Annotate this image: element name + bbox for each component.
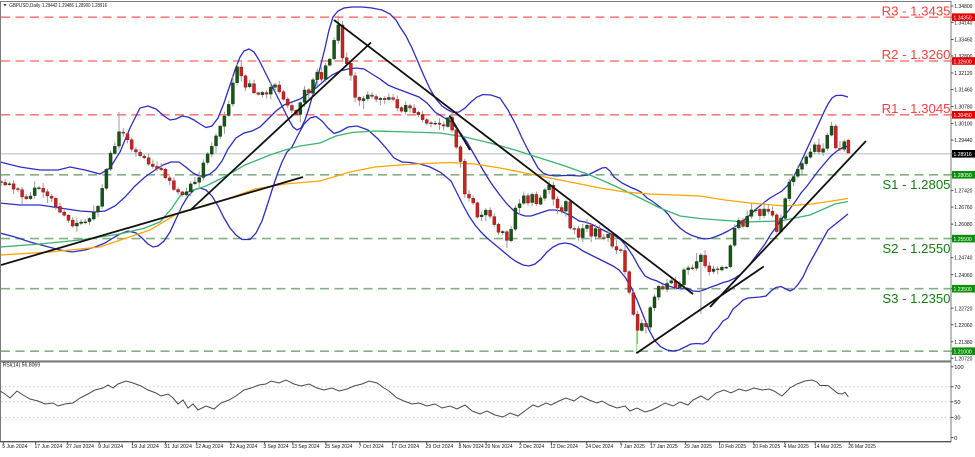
svg-text:1.25500: 1.25500: [954, 237, 972, 243]
svg-text:1.26080: 1.26080: [954, 222, 972, 228]
svg-text:70: 70: [954, 385, 960, 391]
svg-text:1.28050: 1.28050: [954, 173, 972, 179]
svg-text:S1 - 1.2805: S1 - 1.2805: [882, 177, 950, 192]
svg-text:1.22060: 1.22060: [954, 323, 972, 329]
svg-text:1.21380: 1.21380: [954, 340, 972, 346]
svg-text:100: 100: [954, 365, 963, 371]
svg-text:1.30450: 1.30450: [954, 113, 972, 119]
svg-text:29 Jan 2025: 29 Jan 2025: [684, 444, 712, 450]
svg-text:R3 - 1.3435: R3 - 1.3435: [882, 3, 951, 18]
svg-text:20 Nov 2024: 20 Nov 2024: [485, 444, 513, 450]
svg-text:3 Sep 2024: 3 Sep 2024: [263, 444, 288, 450]
svg-text:12 Aug 2024: 12 Aug 2024: [196, 444, 224, 450]
svg-text:2 Dec 2024: 2 Dec 2024: [519, 444, 544, 450]
svg-text:5 Jun 2024: 5 Jun 2024: [2, 444, 27, 450]
svg-text:0: 0: [954, 436, 957, 442]
svg-text:1.30100: 1.30100: [954, 122, 972, 128]
svg-text:1.22720: 1.22720: [954, 306, 972, 312]
svg-text:8 Nov 2024: 8 Nov 2024: [459, 444, 484, 450]
svg-text:GBPUSD,Daily: GBPUSD,Daily: [9, 3, 40, 9]
svg-text:4 Mar 2025: 4 Mar 2025: [784, 444, 809, 450]
svg-text:1.32800: 1.32800: [954, 54, 972, 60]
svg-text:19 Jul 2024: 19 Jul 2024: [131, 444, 159, 450]
svg-text:30: 30: [954, 416, 960, 422]
svg-text:RSI(14) 56.8069: RSI(14) 56.8069: [3, 363, 41, 369]
svg-text:14 Mar 2025: 14 Mar 2025: [814, 444, 842, 450]
svg-text:27 Jun 2024: 27 Jun 2024: [66, 444, 94, 450]
svg-text:17 Jan 2025: 17 Jan 2025: [650, 444, 678, 450]
svg-text:9 Jul 2024: 9 Jul 2024: [98, 444, 123, 450]
svg-text:1.29442 1.29486 1.28900 1.2891: 1.29442 1.29486 1.28900 1.28916: [42, 3, 107, 9]
svg-text:13 Sep 2024: 13 Sep 2024: [292, 444, 320, 450]
svg-text:10 Feb 2025: 10 Feb 2025: [718, 444, 746, 450]
svg-text:1.30780: 1.30780: [954, 105, 972, 111]
svg-text:1.31460: 1.31460: [954, 88, 972, 94]
svg-text:1.32120: 1.32120: [954, 71, 972, 77]
svg-text:1.21000: 1.21000: [954, 350, 972, 356]
svg-text:1.29440: 1.29440: [954, 138, 972, 144]
svg-text:1.34800: 1.34800: [954, 4, 972, 10]
svg-text:1.33460: 1.33460: [954, 38, 972, 44]
svg-text:1.24740: 1.24740: [954, 256, 972, 262]
svg-text:22 Aug 2024: 22 Aug 2024: [230, 444, 258, 450]
svg-text:29 Oct 2024: 29 Oct 2024: [426, 444, 454, 450]
svg-text:7 Jan 2025: 7 Jan 2025: [620, 444, 645, 450]
svg-text:20 Feb 2025: 20 Feb 2025: [753, 444, 781, 450]
svg-text:12 Dec 2024: 12 Dec 2024: [550, 444, 578, 450]
svg-text:17 Oct 2024: 17 Oct 2024: [391, 444, 419, 450]
svg-text:1.27420: 1.27420: [954, 189, 972, 195]
svg-text:26 Mar 2025: 26 Mar 2025: [848, 444, 876, 450]
svg-text:1.26760: 1.26760: [954, 205, 972, 211]
svg-text:S2 - 1.2550: S2 - 1.2550: [882, 241, 950, 256]
svg-text:31 Jul 2024: 31 Jul 2024: [164, 444, 192, 450]
svg-text:S3 - 1.2350: S3 - 1.2350: [882, 291, 950, 306]
svg-text:24 Dec 2024: 24 Dec 2024: [586, 444, 614, 450]
svg-text:17 Jun 2024: 17 Jun 2024: [35, 444, 63, 450]
svg-text:1.20720: 1.20720: [954, 356, 972, 362]
svg-text:1.34350: 1.34350: [954, 16, 972, 22]
svg-text:R2 - 1.3260: R2 - 1.3260: [882, 47, 951, 62]
svg-text:1.28916: 1.28916: [954, 152, 972, 158]
svg-text:1.24060: 1.24060: [954, 273, 972, 279]
svg-text:7 Oct 2024: 7 Oct 2024: [359, 444, 384, 450]
svg-text:50: 50: [954, 400, 960, 406]
svg-text:1.32600: 1.32600: [954, 59, 972, 65]
svg-text:1.23500: 1.23500: [954, 287, 972, 293]
svg-text:25 Sep 2024: 25 Sep 2024: [325, 444, 353, 450]
svg-text:R1 - 1.3045: R1 - 1.3045: [882, 101, 951, 116]
svg-text:1.34140: 1.34140: [954, 21, 972, 27]
